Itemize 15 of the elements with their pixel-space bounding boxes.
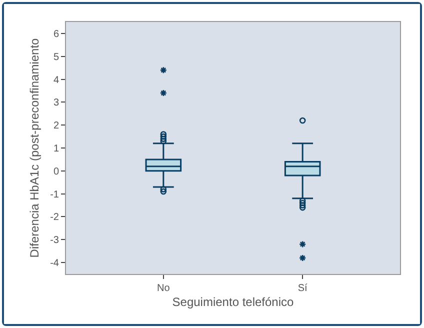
x-tick-label: Sí	[298, 283, 308, 294]
y-tick-label: 6	[53, 28, 60, 40]
x-axis-title: Seguimiento telefónico	[172, 294, 294, 309]
x-tick-label: No	[157, 283, 170, 294]
y-tick-label: 5	[53, 52, 60, 63]
y-tick-label: 0	[53, 166, 60, 178]
y-tick-label: -1	[50, 189, 60, 200]
y-tick-label: 3	[53, 98, 60, 109]
y-tick-label: -4	[50, 258, 60, 270]
y-tick-label: 1	[53, 144, 60, 154]
y-tick-label: 4	[53, 74, 60, 86]
y-tick-label: -2	[50, 212, 60, 224]
y-tick-label: -3	[50, 235, 60, 246]
y-tick-label: 2	[53, 120, 60, 132]
y-axis-title: Diferencia HbA1c (post-preconfinamiento	[27, 38, 42, 258]
